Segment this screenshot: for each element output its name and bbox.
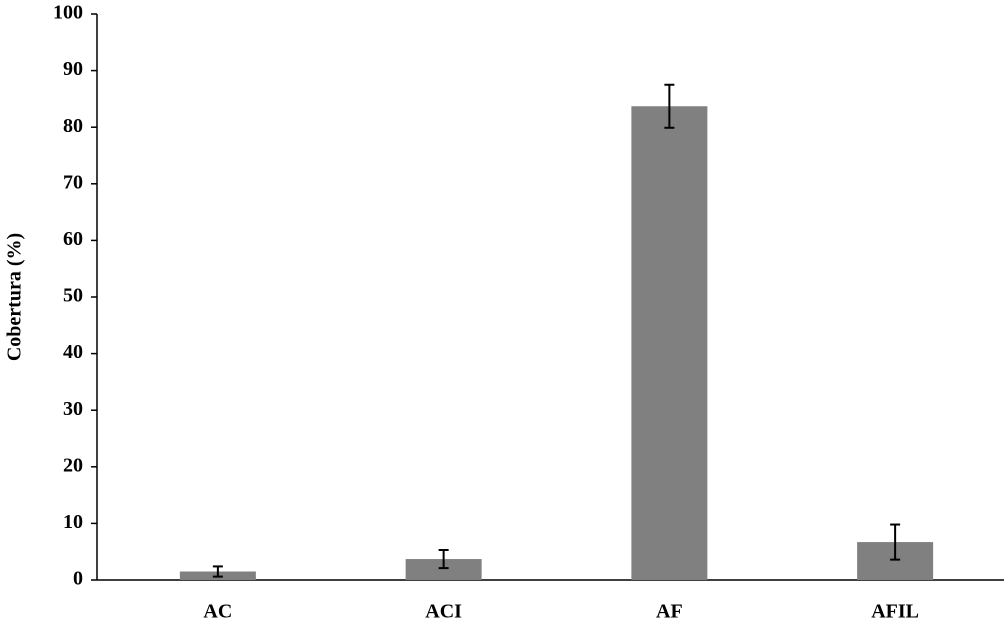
error-bar: [438, 549, 449, 570]
x-tick-label: AF: [656, 601, 683, 623]
y-tick-label: 30: [63, 398, 83, 420]
y-axis-title: Cobertura (%): [4, 233, 26, 361]
y-tick-label: 70: [63, 171, 83, 193]
y-tick-label: 40: [63, 341, 83, 363]
y-tick-label: 20: [63, 454, 83, 476]
error-bar: [664, 83, 675, 129]
y-tick-label: 90: [63, 58, 83, 80]
x-tick-label: ACI: [425, 601, 462, 623]
error-bar: [890, 523, 901, 561]
y-tick-label: 10: [63, 511, 83, 533]
bar: [631, 106, 708, 581]
bar: [405, 559, 482, 580]
y-tick-label: 100: [53, 2, 83, 24]
y-tick-label: 60: [63, 228, 83, 250]
x-tick-label: AC: [203, 601, 232, 623]
y-tick-label: 80: [63, 115, 83, 137]
y-tick-label: 50: [63, 285, 83, 307]
error-bar: [212, 565, 223, 578]
y-tick-label: 0: [73, 568, 83, 590]
x-tick-label: AFIL: [871, 601, 919, 623]
